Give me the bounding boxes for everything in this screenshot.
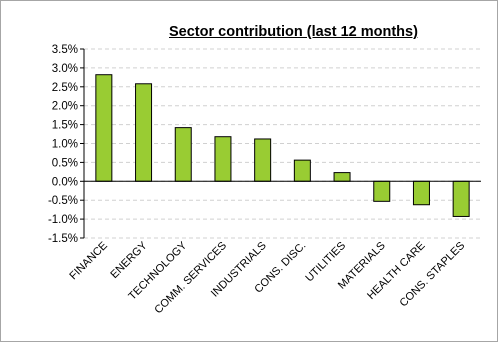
y-tick-label: 0.0% (52, 176, 78, 188)
chart-title: Sector contribution (last 12 months) (169, 24, 418, 40)
bar (214, 136, 232, 182)
y-tick-label: 3.5% (52, 44, 78, 56)
y-tick-label: -0.5% (48, 195, 78, 207)
y-tick-label: -1.0% (48, 214, 78, 226)
bar (293, 159, 311, 182)
bar (412, 180, 430, 206)
y-tick-label: 1.5% (52, 120, 78, 132)
bar (174, 127, 192, 182)
y-tick-label: 3.0% (52, 63, 78, 75)
bar (373, 180, 391, 202)
bar (95, 74, 113, 182)
y-tick-label: 1.0% (52, 139, 78, 151)
bar (452, 180, 470, 217)
y-tick-label: 2.5% (52, 82, 78, 94)
y-tick-label: -1.5% (48, 233, 78, 245)
y-tick-label: 0.5% (52, 157, 78, 169)
x-tick-label: ENERGY (108, 239, 150, 281)
bar (333, 172, 351, 182)
bar (254, 138, 272, 182)
bar (135, 83, 153, 182)
x-tick-label: COMM. SERVICES (152, 240, 229, 317)
x-tick-label: FINANCE (67, 240, 110, 283)
y-tick-label: 2.0% (52, 101, 78, 113)
